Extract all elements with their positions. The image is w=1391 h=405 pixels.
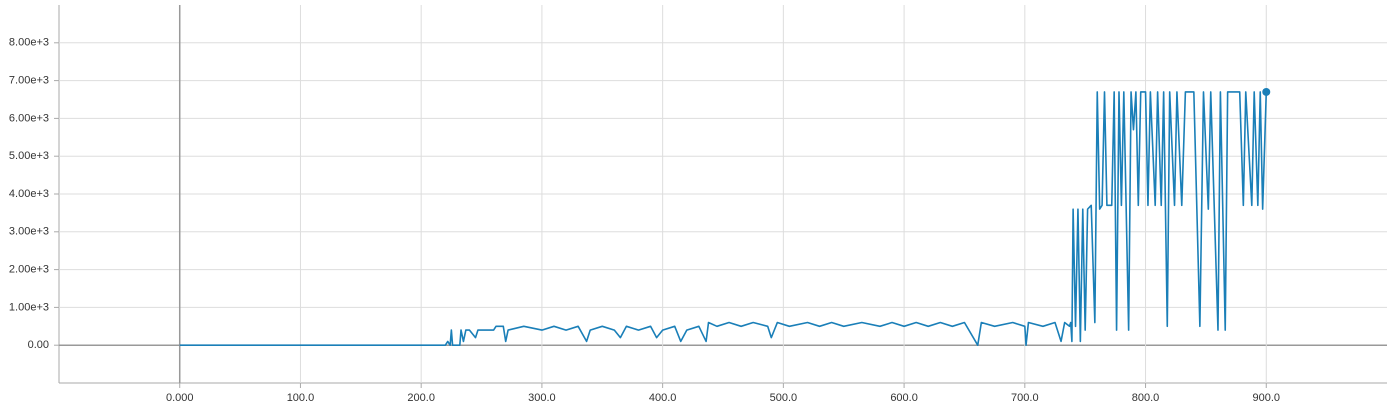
- y-tick-label: 8.00e+3: [9, 37, 49, 49]
- x-tick-label: 100.0: [287, 392, 315, 404]
- y-tick-label: 0.00: [28, 339, 49, 351]
- x-tick-label: 500.0: [770, 392, 798, 404]
- x-tick-label: 300.0: [528, 392, 556, 404]
- end-point: [1262, 87, 1271, 96]
- y-tick-label: 1.00e+3: [9, 301, 49, 313]
- x-tick-label: 800.0: [1132, 392, 1160, 404]
- y-tick-label: 2.00e+3: [9, 264, 49, 276]
- line: [179, 91, 1268, 346]
- y-tick-label: 6.00e+3: [9, 112, 49, 124]
- y-tick-label: 7.00e+3: [9, 75, 49, 87]
- x-tick-label: 0.000: [166, 392, 194, 404]
- x-tick-label: 400.0: [649, 392, 677, 404]
- y-tick-label: 4.00e+3: [9, 188, 49, 200]
- x-tick-label: 700.0: [1011, 392, 1039, 404]
- x-tick-label: 600.0: [890, 392, 918, 404]
- x-tick-label: 900.0: [1253, 392, 1281, 404]
- y-tick-label: 3.00e+3: [9, 226, 49, 238]
- x-tick-label: 200.0: [407, 392, 435, 404]
- y-tick-label: 5.00e+3: [9, 150, 49, 162]
